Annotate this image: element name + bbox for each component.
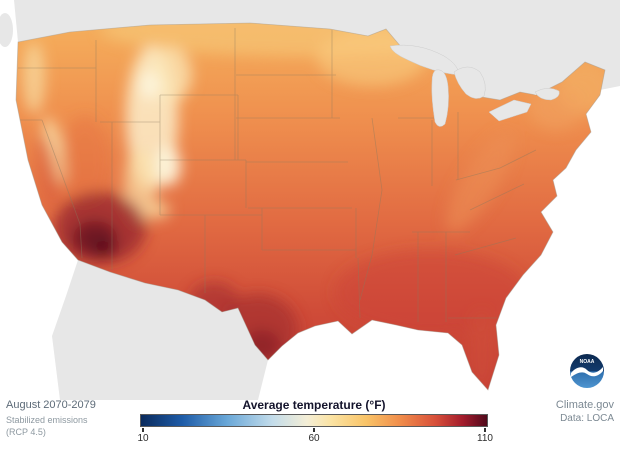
map-caption: August 2070-2079 Stabilized emissions (R… (6, 399, 136, 438)
lake-erie (488, 99, 532, 122)
us-temperature-map (0, 0, 620, 400)
tick-mark-10 (142, 428, 144, 432)
colorbar-gradient (141, 415, 487, 426)
noaa-logo: NOAA (570, 354, 604, 388)
noaa-logo-text: NOAA (580, 359, 595, 365)
tick-label-10: 10 (137, 433, 149, 444)
credit-site-label: Climate.gov (555, 399, 614, 411)
great-lakes (389, 44, 560, 127)
tick-label-60: 60 (308, 433, 320, 444)
credit-data-label: Data: LOCA (560, 413, 614, 424)
tick-mark-60 (313, 428, 315, 432)
legend-title: Average temperature (°F) (242, 398, 386, 412)
credits: Climate.gov Data: LOCA (556, 399, 614, 424)
mexico-landmass (52, 260, 268, 400)
lake-michigan (431, 69, 449, 127)
scenario-label: Stabilized emissions (6, 415, 88, 425)
period-label: August 2070-2079 (6, 399, 96, 411)
scenario-detail-label: (RCP 4.5) (6, 427, 46, 438)
vancouver-island (0, 13, 13, 47)
tick-label-110: 110 (477, 433, 493, 444)
temperature-colorbar (140, 414, 488, 427)
lake-huron (453, 66, 486, 99)
tick-mark-110 (484, 428, 486, 432)
noaa-gull-icon (571, 367, 603, 377)
lake-ontario (534, 88, 560, 101)
